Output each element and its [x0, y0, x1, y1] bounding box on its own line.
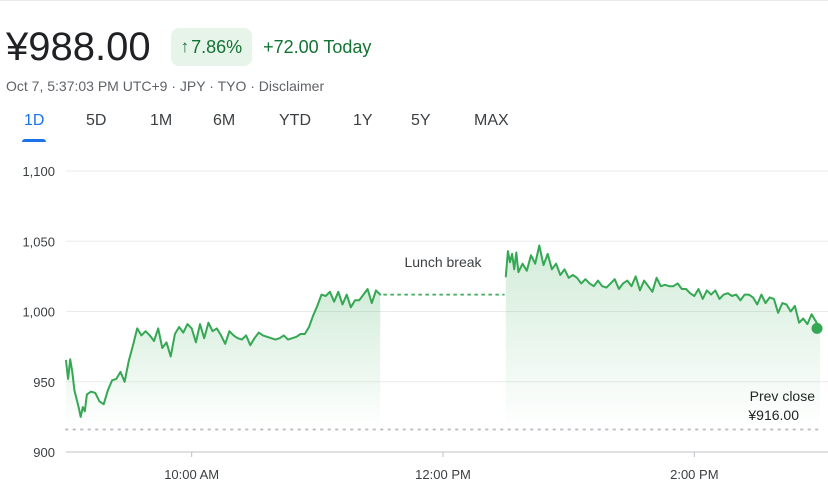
top-divider: [0, 0, 828, 1]
price-area-segment: [505, 245, 820, 428]
price-chart[interactable]: 900 950 1,000 1,050 1,100 10:00 AM 12:00 PM 2:0…: [0, 150, 828, 493]
y-tick-label: 1,000: [22, 305, 55, 320]
tab-1m[interactable]: 1M: [150, 112, 173, 129]
price-chart-svg: 900 950 1,000 1,050 1,100 10:00 AM 12:00 PM 2:0…: [22, 164, 828, 482]
tab-6m[interactable]: 6M: [213, 112, 236, 129]
x-tick-label: 10:00 AM: [164, 467, 219, 482]
exchange: TYO: [217, 78, 247, 94]
lunch-break-label: Lunch break: [404, 254, 482, 270]
timestamp: Oct 7, 5:37:03 PM UTC+9: [6, 78, 168, 94]
percent-change-badge: ↑ 7.86%: [170, 28, 253, 66]
tab-max[interactable]: MAX: [474, 112, 509, 129]
y-tick-label: 950: [33, 375, 55, 390]
y-tick-label: 1,100: [22, 164, 55, 179]
percent-change: 7.86%: [191, 36, 243, 57]
price-line-segment: [65, 288, 382, 418]
arrow-up-icon: ↑: [180, 37, 190, 56]
price-header: ¥988.00 ↑ 7.86% +72.00 Today: [6, 24, 371, 70]
tab-1y[interactable]: 1Y: [353, 112, 373, 129]
price-area-segment: [66, 289, 381, 428]
price-line-segment: [504, 244, 821, 330]
tab-1d[interactable]: 1D: [21, 110, 47, 142]
last-price-dot: [811, 322, 823, 334]
y-tick-label: 900: [33, 445, 55, 460]
x-tick-label: 2:00 PM: [670, 467, 718, 482]
tab-5y[interactable]: 5Y: [411, 112, 431, 129]
y-tick-label: 1,050: [22, 234, 55, 249]
x-tick-label: 12:00 PM: [415, 467, 471, 482]
tab-ytd[interactable]: YTD: [279, 112, 311, 129]
tab-5d[interactable]: 5D: [86, 112, 107, 129]
disclaimer-link[interactable]: Disclaimer: [258, 78, 325, 94]
absolute-change: +72.00 Today: [263, 36, 372, 57]
currency: JPY: [179, 78, 206, 94]
quote-meta: Oct 7, 5:37:03 PM UTC+9 · JPY · TYO · Di…: [6, 78, 325, 94]
current-price: ¥988.00: [6, 25, 151, 69]
